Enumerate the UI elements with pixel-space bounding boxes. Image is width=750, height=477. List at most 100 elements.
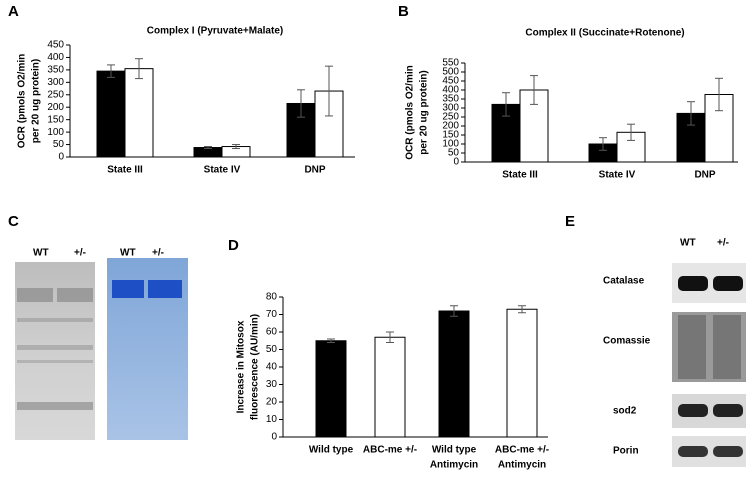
band [713, 276, 743, 291]
y-tick-label: 250 [442, 112, 459, 123]
x-tick-label: Wild type [309, 445, 354, 456]
y-tick-label: 40 [266, 362, 278, 373]
y-tick-label: 400 [47, 52, 64, 63]
y-tick-label: 200 [442, 121, 459, 132]
error-bar [715, 77, 723, 112]
error-bar [204, 146, 212, 150]
error-bar [627, 123, 635, 141]
x-tick-label: DNP [694, 170, 715, 181]
band [17, 360, 93, 363]
y-tick-label: 150 [47, 114, 64, 125]
y-tick-label: 450 [442, 76, 459, 87]
lane-label: WT [120, 248, 136, 259]
y-tick-label: 30 [266, 379, 278, 390]
chart-title: Complex I (Pyruvate+Malate) [147, 26, 283, 37]
y-tick-label: 100 [47, 127, 64, 138]
y-tick-label: 200 [47, 102, 64, 113]
x-tick-label: Antimycin [498, 460, 546, 471]
gel-c: WT +/- WT +/- [15, 248, 188, 440]
y-tick-label: 450 [47, 40, 64, 51]
bar [124, 68, 154, 158]
x-tick-label: ABC-me +/- [363, 445, 417, 456]
y-axis-label: per 20 ug protein) [419, 70, 430, 154]
x-tick-label: ABC-me +/- [495, 445, 549, 456]
y-axis-label: fluorescence (AU/min) [250, 314, 261, 420]
y-tick-label: 300 [47, 77, 64, 88]
y-tick-label: 150 [442, 130, 459, 141]
y-tick-label: 50 [53, 139, 65, 150]
row-label: sod2 [613, 406, 637, 417]
panel-label: B [398, 3, 409, 20]
band [713, 315, 741, 379]
y-tick-label: 80 [266, 292, 278, 303]
error-bar [687, 101, 695, 126]
error-bar [135, 58, 143, 80]
band [678, 404, 708, 417]
y-axis-label: OCR (pmols O2/min [405, 65, 416, 159]
lane-label: +/- [74, 248, 86, 259]
band [678, 276, 708, 291]
error-bar [518, 305, 526, 314]
bar [315, 340, 347, 438]
lane-label: WT [33, 248, 49, 259]
chart-title: Complex II (Succinate+Rotenone) [525, 28, 684, 39]
x-tick-label: State IV [204, 165, 241, 176]
y-tick-label: 60 [266, 327, 278, 338]
band [57, 288, 93, 302]
band [713, 446, 743, 457]
band [17, 402, 93, 410]
lane-label: WT [680, 238, 696, 249]
blot-e: WT +/- Catalase Comassie sod2 Porin [603, 238, 746, 467]
band [112, 280, 144, 298]
y-tick-label: 10 [266, 414, 278, 425]
error-bar [450, 305, 458, 317]
y-tick-label: 100 [442, 139, 459, 150]
error-bar [232, 144, 240, 150]
y-tick-label: 300 [442, 103, 459, 114]
panel-label: A [8, 3, 19, 20]
y-tick-label: 20 [266, 397, 278, 408]
x-tick-label: State III [502, 170, 538, 181]
y-tick-label: 350 [47, 65, 64, 76]
y-tick-label: 500 [442, 67, 459, 78]
x-tick-label: State III [107, 165, 143, 176]
y-tick-label: 50 [266, 344, 278, 355]
row-label: Porin [613, 446, 639, 457]
error-bar [599, 137, 607, 151]
row-label: Catalase [603, 276, 645, 287]
x-tick-label: Wild type [432, 445, 477, 456]
lane-label: +/- [717, 238, 729, 249]
band [678, 446, 708, 457]
lane-label: +/- [152, 248, 164, 259]
band [17, 318, 93, 322]
panel-label: E [565, 213, 575, 230]
y-tick-label: 250 [47, 89, 64, 100]
y-tick-label: 70 [266, 309, 278, 320]
band [678, 315, 706, 379]
y-tick-label: 400 [442, 85, 459, 96]
y-tick-label: 350 [442, 94, 459, 105]
bar [438, 310, 470, 438]
x-tick-label: State IV [599, 170, 636, 181]
error-bar [107, 64, 115, 78]
error-bar [297, 89, 305, 118]
error-bar [530, 75, 538, 105]
band [148, 280, 182, 298]
band [17, 288, 53, 302]
y-tick-label: 0 [271, 432, 277, 443]
x-tick-label: Antimycin [430, 460, 478, 471]
error-bar [325, 65, 333, 117]
bar [506, 308, 538, 438]
y-axis-label: per 20 ug protein) [31, 59, 42, 143]
error-bar [327, 338, 335, 343]
band [713, 404, 743, 417]
y-axis-label: Increase in Mitosox [236, 320, 247, 413]
y-axis-label: OCR (pmols O2/min [17, 54, 28, 148]
y-tick-label: 0 [58, 152, 64, 163]
panel-label: D [228, 237, 239, 254]
error-bar [502, 92, 510, 117]
y-tick-label: 0 [453, 157, 459, 168]
x-tick-label: DNP [304, 165, 325, 176]
panel-label: C [8, 213, 19, 230]
